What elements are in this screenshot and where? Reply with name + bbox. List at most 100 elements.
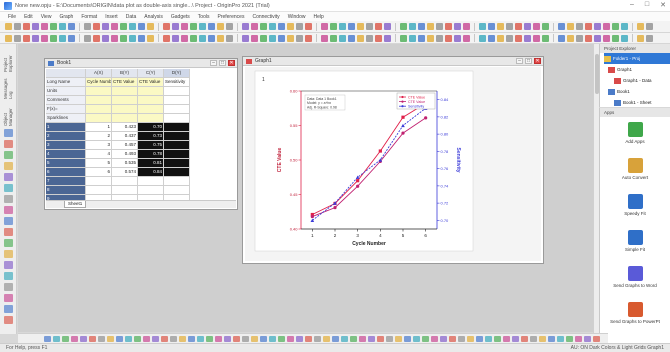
data-cell[interactable]	[138, 177, 164, 186]
plot-type-icon[interactable]	[314, 335, 321, 342]
plot-type-icon[interactable]	[206, 335, 213, 342]
project-explorer-tab[interactable]: Project Explorer	[3, 55, 13, 72]
format-tool-icon[interactable]	[305, 34, 312, 42]
tool-icon[interactable]	[3, 151, 13, 159]
format-tool-icon[interactable]	[321, 34, 328, 42]
tool-icon[interactable]	[3, 294, 13, 302]
plot-type-icon[interactable]	[557, 335, 564, 342]
column-header[interactable]: C(Y)	[138, 69, 164, 78]
plot-type-icon[interactable]	[134, 335, 141, 342]
format-tool-icon[interactable]	[585, 34, 592, 42]
standard-tool-icon[interactable]	[463, 23, 470, 30]
app-item[interactable]: Auto Convert	[600, 154, 670, 189]
standard-tool-icon[interactable]	[226, 23, 233, 30]
plot-type-icon[interactable]	[440, 335, 447, 342]
plot-type-icon[interactable]	[53, 335, 60, 342]
plot-type-icon[interactable]	[350, 335, 357, 342]
menu-gadgets[interactable]: Gadgets	[170, 13, 190, 20]
tool-icon[interactable]	[3, 316, 13, 324]
data-cell[interactable]: 0.81	[138, 159, 164, 168]
label-cell[interactable]	[86, 114, 112, 123]
format-tool-icon[interactable]	[32, 34, 39, 42]
sheet-tab[interactable]: Sheet1	[64, 201, 87, 208]
graph-close-button[interactable]: ✕	[534, 58, 541, 64]
plot-type-icon[interactable]	[251, 335, 258, 342]
standard-tool-icon[interactable]	[585, 23, 592, 30]
plot-type-icon[interactable]	[152, 335, 159, 342]
app-item[interactable]: Add Apps	[600, 118, 670, 153]
format-tool-icon[interactable]	[409, 34, 416, 42]
standard-tool-icon[interactable]	[533, 23, 540, 30]
plot-type-icon[interactable]	[278, 335, 285, 342]
data-cell[interactable]	[138, 186, 164, 195]
format-tool-icon[interactable]	[463, 34, 470, 42]
plot-type-icon[interactable]	[404, 335, 411, 342]
format-tool-icon[interactable]	[23, 34, 30, 42]
format-tool-icon[interactable]	[287, 34, 294, 42]
standard-tool-icon[interactable]	[23, 23, 30, 30]
standard-tool-icon[interactable]	[488, 23, 495, 30]
project-tree-node[interactable]: Graph1	[604, 64, 670, 75]
plot-type-icon[interactable]	[548, 335, 555, 342]
plot-type-icon[interactable]	[377, 335, 384, 342]
format-tool-icon[interactable]	[567, 34, 574, 42]
graph-maximize-button[interactable]: □	[525, 58, 532, 64]
format-tool-icon[interactable]	[163, 34, 170, 42]
label-cell[interactable]	[86, 87, 112, 96]
standard-tool-icon[interactable]	[172, 23, 179, 30]
row-header[interactable]: 8	[46, 186, 86, 195]
plot-type-icon[interactable]	[359, 335, 366, 342]
plot-type-icon[interactable]	[512, 335, 519, 342]
workbook-close-button[interactable]: ✕	[228, 60, 235, 66]
data-cell[interactable]: 0.457	[112, 141, 138, 150]
row-header[interactable]: 1	[46, 123, 86, 132]
menu-edit[interactable]: Edit	[24, 13, 33, 20]
plot-type-icon[interactable]	[395, 335, 402, 342]
label-row-header[interactable]: F(x)=	[46, 105, 86, 114]
data-cell[interactable]	[164, 150, 190, 159]
plot-type-icon[interactable]	[125, 335, 132, 342]
format-tool-icon[interactable]	[129, 34, 136, 42]
format-tool-icon[interactable]	[515, 34, 522, 42]
messages-log-tab[interactable]: Messages Log	[3, 78, 13, 99]
menu-connectivity[interactable]: Connectivity	[252, 13, 280, 20]
label-row-header[interactable]: Long Name	[46, 78, 86, 87]
format-tool-icon[interactable]	[400, 34, 407, 42]
format-tool-icon[interactable]	[199, 34, 206, 42]
tool-icon[interactable]	[3, 129, 13, 137]
format-tool-icon[interactable]	[278, 34, 285, 42]
menu-view[interactable]: View	[40, 13, 52, 20]
plot-type-icon[interactable]	[197, 335, 204, 342]
plot-type-icon[interactable]	[98, 335, 105, 342]
format-tool-icon[interactable]	[50, 34, 57, 42]
plot-type-icon[interactable]	[584, 335, 591, 342]
standard-tool-icon[interactable]	[646, 23, 653, 30]
plot-type-icon[interactable]	[575, 335, 582, 342]
data-cell[interactable]: 0.84	[138, 168, 164, 177]
graph-minimize-button[interactable]: –	[516, 58, 523, 64]
plot-type-icon[interactable]	[179, 335, 186, 342]
data-cell[interactable]	[164, 132, 190, 141]
app-item[interactable]: Send Graphs to Word	[600, 262, 670, 297]
format-tool-icon[interactable]	[445, 34, 452, 42]
standard-tool-icon[interactable]	[612, 23, 619, 30]
data-cell[interactable]	[164, 159, 190, 168]
plot-type-icon[interactable]	[566, 335, 573, 342]
column-header[interactable]: A(X)	[86, 69, 112, 78]
format-tool-icon[interactable]	[68, 34, 75, 42]
standard-tool-icon[interactable]	[120, 23, 127, 30]
standard-tool-icon[interactable]	[454, 23, 461, 30]
plot-type-icon[interactable]	[287, 335, 294, 342]
standard-tool-icon[interactable]	[506, 23, 513, 30]
label-cell[interactable]	[138, 96, 164, 105]
plot-type-icon[interactable]	[467, 335, 474, 342]
format-tool-icon[interactable]	[488, 34, 495, 42]
plot-type-icon[interactable]	[485, 335, 492, 342]
standard-tool-icon[interactable]	[68, 23, 75, 30]
data-cell[interactable]: 0.70	[138, 123, 164, 132]
format-tool-icon[interactable]	[84, 34, 91, 42]
standard-tool-icon[interactable]	[102, 23, 109, 30]
label-cell[interactable]: Cycle Number	[86, 78, 112, 87]
format-tool-icon[interactable]	[147, 34, 154, 42]
data-cell[interactable]: 0.437	[112, 132, 138, 141]
